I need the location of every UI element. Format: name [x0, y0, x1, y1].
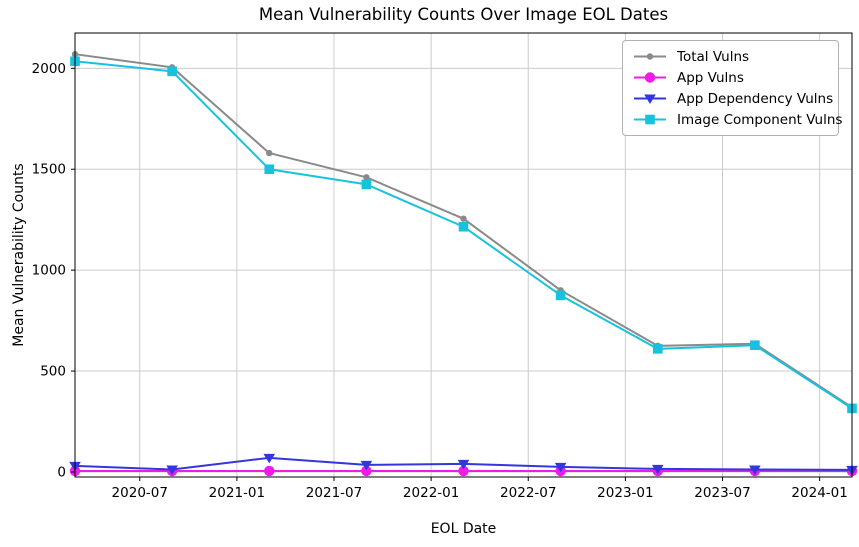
legend-swatch-triangle-down-icon	[634, 94, 666, 104]
x-tick-label: 2020-07	[112, 485, 168, 501]
y-tick-label: 0	[57, 464, 66, 480]
legend-label: Total Vulns	[677, 48, 750, 65]
legend-swatch-square-icon	[634, 114, 666, 125]
y-axis-label: Mean Vulnerability Counts	[11, 163, 27, 347]
chart-title: Mean Vulnerability Counts Over Image EOL…	[258, 5, 669, 24]
legend-entry-image-component-vulns: Image Component Vulns	[632, 110, 842, 129]
x-tick-label: 2021-01	[209, 485, 265, 501]
legend: Total Vulns App Vulns App Dependency Vulns…	[622, 40, 842, 136]
x-tick-label: 2022-07	[500, 485, 556, 501]
y-tick-label: 500	[40, 364, 66, 380]
legend-swatch-circle-small-icon	[634, 53, 666, 60]
tick-marks	[71, 67, 821, 481]
legend-label: App Dependency Vulns	[677, 90, 834, 107]
legend-entry-app-vulns: App Vulns	[632, 68, 829, 87]
x-axis-label: EOL Date	[430, 521, 497, 537]
legend-swatch-circle-icon	[634, 72, 666, 83]
y-tick-label: 1000	[32, 263, 66, 279]
axes-border	[74, 32, 853, 478]
x-tick-label: 2021-07	[306, 485, 362, 501]
x-tick-label: 2023-01	[597, 485, 653, 501]
y-tick-label: 1500	[32, 162, 66, 178]
tick-labels: 2020-07 2021-01 2021-07 2022-01 2022-07 2023-…	[32, 61, 848, 501]
legend-entry-app-dependency-vulns: App Dependency Vulns	[632, 89, 833, 108]
legend-label: App Vulns	[677, 69, 744, 86]
x-tick-label: 2022-01	[403, 485, 459, 501]
x-tick-label: 2023-07	[694, 485, 750, 501]
x-tick-label: 2024-01	[791, 485, 847, 501]
legend-entry-total-vulns: Total Vulns	[632, 47, 829, 66]
series-app-dependency-vulns	[69, 453, 858, 476]
y-tick-label: 2000	[32, 61, 66, 77]
legend-label: Image Component Vulns	[677, 111, 843, 128]
